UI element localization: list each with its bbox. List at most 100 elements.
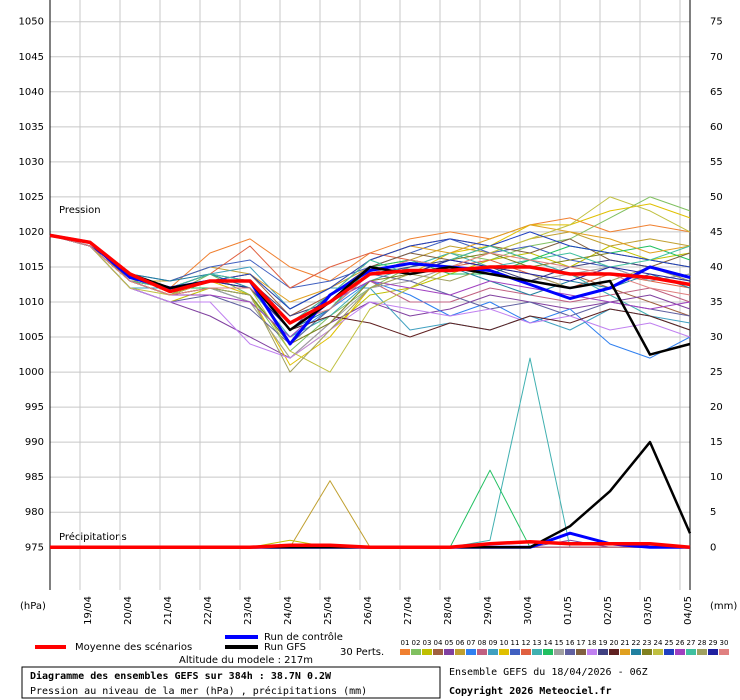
legend-swatch: [620, 649, 630, 655]
y-tick-label: 995: [25, 402, 44, 413]
legend-swatch: [587, 649, 597, 655]
legend-label: 08: [478, 639, 487, 647]
x-tick-label: 28/04: [443, 596, 454, 625]
legend-label: 24: [654, 639, 663, 647]
legend-label: 27: [687, 639, 696, 647]
pressure-line: [49, 196, 691, 373]
legend-swatch: [686, 649, 696, 655]
x-tick-label: 30/04: [523, 596, 534, 625]
x-tick-label: 20/04: [123, 596, 134, 625]
x-tick-label: 04/05: [683, 596, 694, 625]
legend-label: 21: [621, 639, 630, 647]
legend-swatch: [400, 649, 410, 655]
y2-tick-label: 0: [710, 542, 716, 553]
legend-label: Run de contrôle: [264, 631, 343, 643]
x-tick-label: 27/04: [403, 596, 414, 625]
x-tick-label: 01/05: [563, 596, 574, 625]
title-box: [21, 666, 441, 699]
legend-label: 17: [577, 639, 586, 647]
chart-title: Diagramme des ensembles GEFS sur 384h : …: [30, 670, 332, 682]
y-tick-label: 1025: [19, 192, 44, 203]
y2-tick-label: 65: [710, 87, 723, 98]
legend-label: 29: [709, 639, 718, 647]
legend-label: 02: [412, 639, 421, 647]
legend-swatch: [466, 649, 476, 655]
legend-label: 30: [720, 639, 729, 647]
legend-swatch: [499, 649, 509, 655]
altitude: Altitude du modele : 217m: [179, 655, 313, 666]
y2-tick-label: 55: [710, 157, 723, 168]
legend-swatch: [455, 649, 465, 655]
legend-swatch: [521, 649, 531, 655]
legend-label: 03: [423, 639, 432, 647]
y2-tick-label: 40: [710, 262, 723, 273]
y-tick-label: 1010: [19, 297, 44, 308]
y2-tick-label: 20: [710, 402, 723, 413]
legend-label: 12: [522, 639, 531, 647]
legend-swatch: [631, 649, 641, 655]
legend-label: 04: [434, 639, 443, 647]
y2-tick-label: 70: [710, 52, 723, 63]
legend-label: 07: [467, 639, 476, 647]
legend-swatch: [433, 649, 443, 655]
y-tick-label: 975: [25, 542, 44, 553]
legend-label: 26: [676, 639, 685, 647]
legend-swatch: [411, 649, 421, 655]
legend-swatch: [565, 649, 575, 655]
run-info: Ensemble GEFS du 18/04/2026 - 06Z: [449, 667, 648, 678]
legend-label: 19: [599, 639, 608, 647]
y-tick-label: 1045: [19, 52, 44, 63]
y2-tick-label: 15: [710, 437, 723, 448]
y-tick-label: 985: [25, 472, 44, 483]
y-tick-label: 1040: [19, 87, 44, 98]
legend-swatch: [708, 649, 718, 655]
y2-tick-label: 25: [710, 367, 723, 378]
x-tick-label: 29/04: [483, 596, 494, 625]
y-tick-label: 980: [25, 507, 44, 518]
legend-label: 13: [533, 639, 542, 647]
y2-tick-label: 5: [710, 507, 716, 518]
pressure-line: [49, 234, 691, 356]
y-tick-label: 1020: [19, 227, 44, 238]
legend-swatch: [532, 649, 542, 655]
x-tick-label: 22/04: [203, 596, 214, 625]
legend-swatch: [719, 649, 729, 655]
y2-tick-label: 10: [710, 472, 723, 483]
legend-label: Run GFS: [264, 642, 306, 653]
legend-swatch: [444, 649, 454, 655]
pressure-line: [49, 233, 691, 325]
precip-label: Précipitations: [59, 531, 127, 543]
y-tick-label: 1015: [19, 262, 44, 273]
legend-label: 16: [566, 639, 575, 647]
legend-label: 01: [401, 639, 410, 647]
y2-tick-label: 50: [710, 192, 723, 203]
copyright: Copyright 2026 Meteociel.fr: [449, 685, 612, 697]
legend-label: 25: [665, 639, 674, 647]
x-tick-label: 03/05: [643, 596, 654, 625]
legend-swatch: [543, 649, 553, 655]
legend-label: 28: [698, 639, 707, 647]
legend-swatch: [642, 649, 652, 655]
x-tick-label: 24/04: [283, 596, 294, 625]
y2-tick-label: 45: [710, 227, 723, 238]
legend-label: 09: [489, 639, 498, 647]
y2-unit: (mm): [710, 601, 737, 612]
y-tick-label: 1005: [19, 332, 44, 343]
precip-line: [50, 539, 691, 550]
legend-swatch: [576, 649, 586, 655]
y-tick-label: 1000: [19, 367, 44, 378]
chart-subtitle: Pression au niveau de la mer (hPa) , pré…: [30, 685, 367, 697]
y-tick-label: 1035: [19, 122, 44, 133]
legend-label: 20: [610, 639, 619, 647]
legend-swatch: [477, 649, 487, 655]
legend-swatch: [554, 649, 564, 655]
legend-label: 11: [511, 639, 520, 647]
y2-tick-label: 35: [710, 297, 723, 308]
x-tick-label: 19/04: [83, 596, 94, 625]
pressure-line: [49, 234, 691, 359]
x-tick-label: 21/04: [163, 596, 174, 625]
legend-swatch: [697, 649, 707, 655]
